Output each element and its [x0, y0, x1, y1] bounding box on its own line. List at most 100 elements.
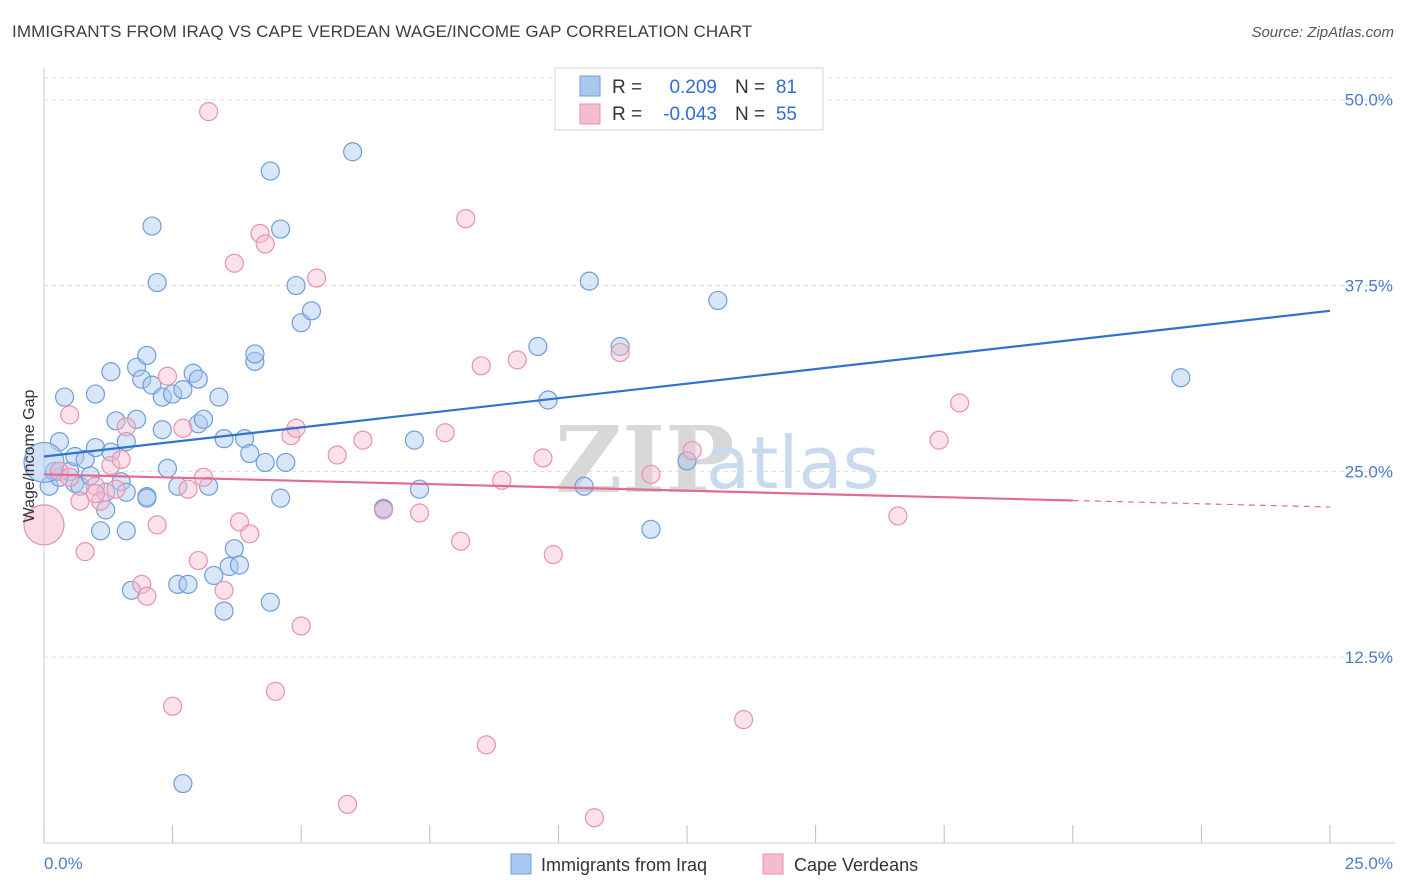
cape-verdean-point-12 — [137, 586, 157, 606]
iraq-point-61 — [271, 219, 291, 239]
chart-source: Source: ZipAtlas.com — [1251, 24, 1394, 41]
y-tick-label-3: 50.0% — [1345, 91, 1393, 110]
iraq-point-65 — [301, 301, 322, 321]
cape-verdean-point-37 — [435, 423, 455, 443]
cape-verdean-point-26 — [255, 234, 275, 254]
top-legend: R = 0.209 N = 81 R = -0.043 N = 55 — [554, 67, 824, 131]
cape-verdean-point-3 — [70, 491, 90, 511]
cape-verdean-point-11 — [132, 574, 152, 594]
y-tick-label-2: 37.5% — [1345, 277, 1393, 296]
y-tick-label-1: 25.0% — [1345, 462, 1393, 481]
x-tick-label-max: 25.0% — [1345, 854, 1393, 873]
cape-verdean-point-41 — [476, 735, 496, 755]
data-points — [23, 102, 1191, 828]
legend-n-label-blue: N = — [735, 77, 765, 98]
iraq-point-13 — [90, 521, 111, 541]
cape-verdean-point-50 — [733, 710, 754, 730]
y-axis-label: Wage/Income Gap — [21, 390, 38, 523]
cape-verdean-trend-line-extension — [1072, 499, 1331, 508]
iraq-point-18 — [106, 411, 126, 431]
iraq-point-57 — [255, 452, 275, 473]
legend-n-value-pink: 55 — [776, 104, 797, 125]
iraq-point-58 — [260, 592, 280, 612]
iraq-point-51 — [224, 539, 244, 559]
iraq-point-29 — [142, 216, 162, 236]
trend-lines — [43, 309, 1331, 508]
iraq-point-45 — [199, 476, 219, 496]
cape-verdean-point-25 — [250, 223, 270, 244]
cape-verdean-point-22 — [224, 253, 244, 273]
cape-verdean-point-9 — [111, 449, 131, 470]
cape-verdean-point-18 — [188, 550, 208, 571]
iraq-point-72 — [574, 476, 594, 496]
cape-verdean-point-43 — [507, 350, 527, 370]
iraq-point-12 — [85, 384, 106, 404]
iraq-point-52 — [229, 555, 250, 575]
cape-verdean-point-32 — [327, 445, 347, 465]
cape-verdean-trend-line — [43, 473, 1073, 502]
cape-verdean-point-40 — [471, 356, 491, 376]
iraq-point-59 — [260, 161, 280, 181]
cape-verdean-point-44 — [533, 448, 553, 468]
bottom-legend: Immigrants from Iraq Cape Verdeans — [510, 853, 918, 875]
cape-verdean-point-5 — [85, 476, 106, 496]
legend-n-label-pink: N = — [735, 104, 765, 125]
cape-verdean-point-33 — [337, 794, 358, 814]
bottom-legend-swatch-blue — [510, 853, 532, 875]
iraq-point-24 — [126, 409, 147, 429]
chart-title: IMMIGRANTS FROM IRAQ VS CAPE VERDEAN WAG… — [12, 22, 753, 41]
legend-r-value-pink: -0.043 — [663, 104, 717, 125]
y-tick-labels: 12.5% 25.0% 37.5% 50.0% — [1345, 91, 1393, 667]
cape-verdean-point-20 — [199, 102, 219, 122]
cape-verdean-point-24 — [240, 524, 260, 544]
cape-verdean-point-47 — [610, 342, 630, 363]
iraq-point-15 — [96, 500, 116, 520]
iraq-point-28 — [137, 345, 157, 366]
iraq-point-39 — [173, 773, 193, 794]
iraq-point-34 — [157, 458, 178, 478]
iraq-point-46 — [204, 565, 224, 586]
iraq-point-48 — [214, 601, 234, 621]
cape-verdean-point-4 — [75, 542, 95, 562]
iraq-point-54 — [240, 443, 260, 464]
cape-verdean-point-52 — [929, 430, 949, 450]
cape-verdean-point-21 — [214, 580, 234, 600]
cape-verdean-point-7 — [101, 455, 121, 476]
iraq-point-56 — [245, 344, 265, 364]
iraq-point-31 — [147, 272, 167, 293]
cape-verdean-point-46 — [584, 808, 605, 828]
legend-r-label-blue: R = — [612, 77, 642, 98]
cape-verdean-point-38 — [451, 531, 471, 551]
cape-verdean-point-39 — [456, 209, 476, 229]
iraq-point-41 — [183, 363, 203, 383]
legend-swatch-blue — [579, 75, 601, 97]
cape-verdean-point-34 — [353, 430, 373, 450]
iraq-point-78 — [1171, 368, 1191, 388]
iraq-point-66 — [343, 142, 363, 162]
iraq-point-21 — [116, 521, 136, 541]
legend-r-value-blue: 0.209 — [669, 77, 717, 98]
cape-verdean-point-15 — [163, 696, 183, 716]
bottom-legend-label-blue: Immigrants from Iraq — [541, 855, 707, 875]
cape-verdean-point-51 — [888, 506, 908, 526]
cape-verdean-point-14 — [157, 366, 178, 386]
iraq-trend-line — [43, 309, 1331, 458]
iraq-point-75 — [641, 519, 661, 539]
cape-verdean-point-48 — [641, 464, 661, 484]
cape-verdean-point-49 — [682, 440, 702, 461]
iraq-point-76 — [677, 451, 697, 471]
iraq-point-63 — [286, 275, 306, 296]
cape-verdean-big-point-0 — [23, 504, 65, 546]
iraq-point-44 — [193, 409, 214, 429]
bottom-legend-swatch-pink — [762, 853, 784, 875]
iraq-point-40 — [178, 574, 198, 594]
cape-verdean-point-36 — [409, 503, 430, 523]
cape-verdean-point-45 — [543, 545, 563, 565]
legend-swatch-pink — [579, 103, 601, 125]
iraq-point-62 — [276, 452, 296, 473]
cape-verdean-point-30 — [291, 616, 311, 636]
cape-verdean-point-10 — [116, 417, 136, 437]
iraq-point-17 — [101, 362, 121, 382]
iraq-point-68 — [404, 430, 424, 450]
